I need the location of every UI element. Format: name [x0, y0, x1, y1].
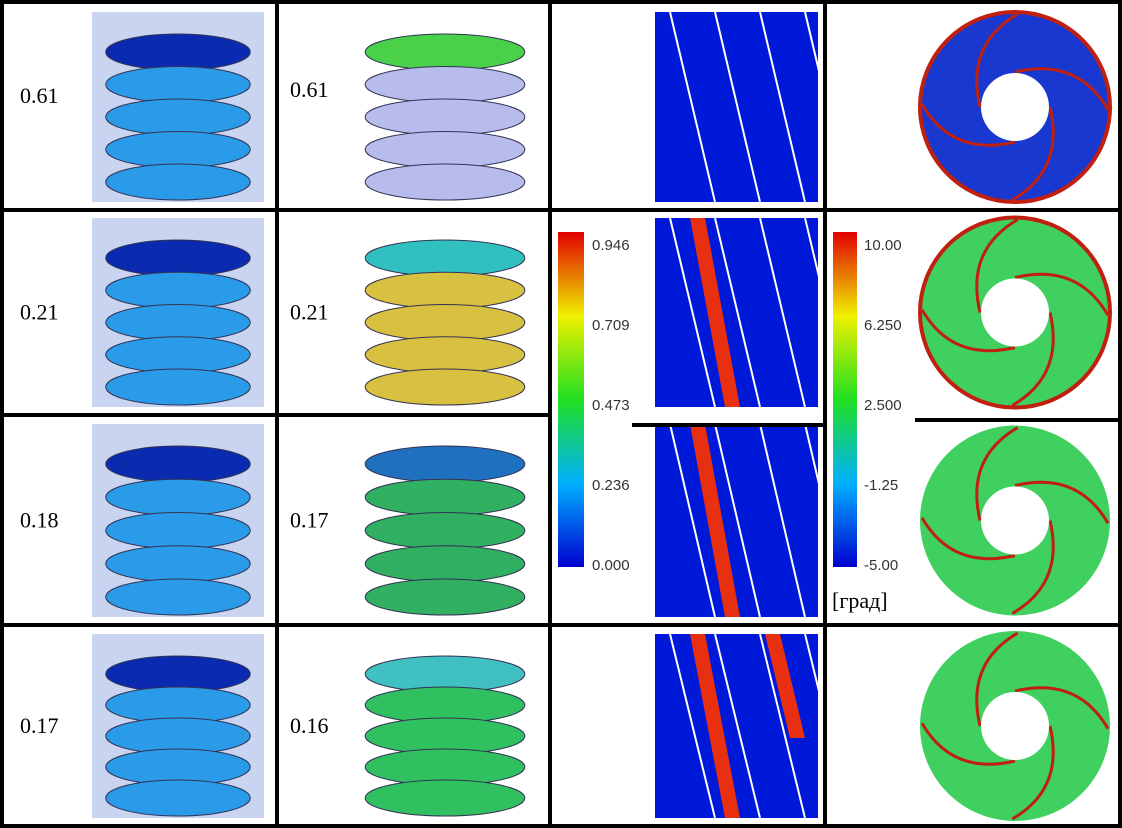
blade [106, 164, 250, 200]
blade [106, 546, 250, 582]
blade [365, 513, 525, 549]
colorbar-2 [833, 232, 857, 567]
scale-tick: 0.946 [592, 237, 630, 254]
scale-tick: 10.00 [864, 237, 902, 254]
blade [365, 305, 525, 341]
row-label: 0.18 [20, 508, 59, 533]
blade [106, 272, 250, 308]
blade [106, 67, 250, 103]
blade [365, 546, 525, 582]
scale-tick: 0.000 [592, 557, 630, 574]
scale-tick: -1.25 [864, 477, 898, 494]
blade [365, 446, 525, 482]
blade [365, 479, 525, 515]
scale-unit: [град] [832, 588, 888, 613]
blade [365, 369, 525, 405]
blade [106, 479, 250, 515]
row-label: 0.17 [20, 713, 59, 738]
blade [365, 164, 525, 200]
row-label: 0.61 [20, 83, 59, 108]
blade [106, 513, 250, 549]
hub [981, 279, 1049, 347]
blade [106, 446, 250, 482]
row-label: 0.17 [290, 508, 329, 533]
blade [106, 305, 250, 341]
blade [365, 67, 525, 103]
scale-tick: 0.473 [592, 397, 630, 414]
row-label: 0.61 [290, 77, 329, 102]
blade [106, 99, 250, 135]
scale-tick: 2.500 [864, 397, 902, 414]
blade [365, 579, 525, 615]
blade [365, 240, 525, 276]
colorbar-1 [558, 232, 584, 567]
scale-tick: 0.709 [592, 317, 630, 334]
blade [106, 132, 250, 168]
row-label: 0.16 [290, 713, 329, 738]
row-label: 0.21 [20, 300, 59, 325]
blade [365, 34, 525, 70]
scale-tick: 0.236 [592, 477, 630, 494]
hub [981, 692, 1049, 760]
page: 0.61 0.61 0.21 0.21 0.18 0.17 0.17 0.16 0.946 0.7… [0, 0, 1122, 828]
scale-tick: -5.00 [864, 557, 898, 574]
hub [981, 73, 1049, 141]
blade [365, 99, 525, 135]
blade [106, 579, 250, 615]
hub [981, 487, 1049, 555]
blade [106, 337, 250, 373]
row-label: 0.21 [290, 300, 329, 325]
blade [365, 337, 525, 373]
blade [106, 780, 250, 816]
blade [365, 780, 525, 816]
blade [365, 132, 525, 168]
blade [106, 34, 250, 70]
blade [365, 272, 525, 308]
scale-tick: 6.250 [864, 317, 902, 334]
blade [106, 240, 250, 276]
blade [106, 369, 250, 405]
figure: 0.61 0.61 0.21 0.21 0.18 0.17 0.17 0.16 0.946 0.7… [0, 0, 1122, 828]
